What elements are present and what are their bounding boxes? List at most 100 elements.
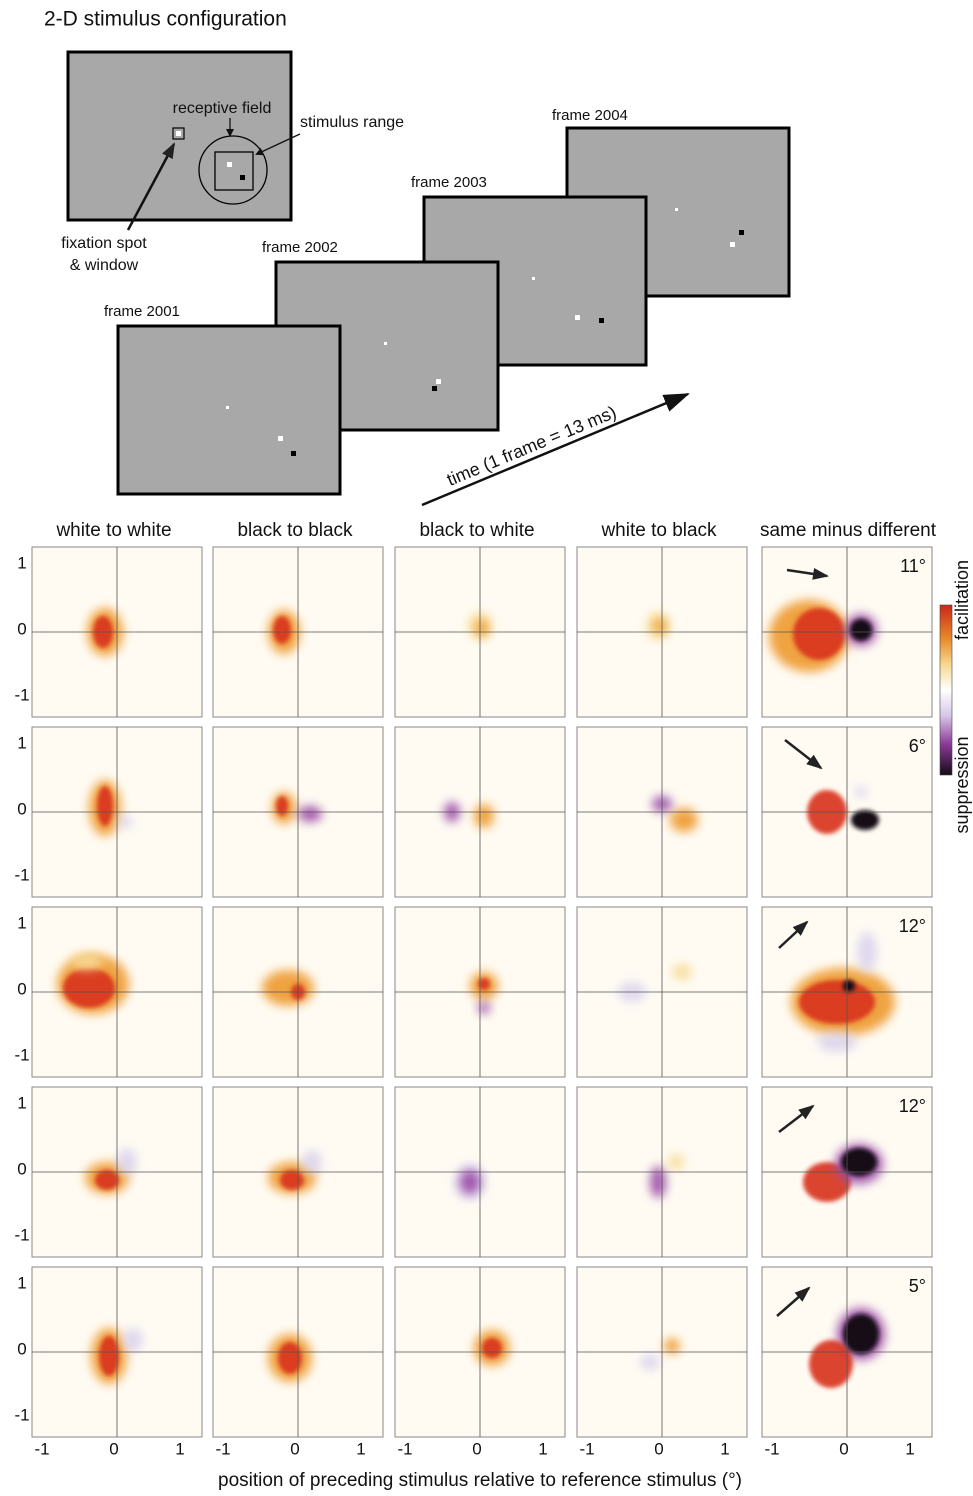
- response-blob: [843, 980, 855, 992]
- x-tick-label: 1: [538, 1439, 547, 1458]
- fixation-spot: [532, 277, 535, 280]
- x-axis-label: position of preceding stimulus relative …: [218, 1470, 742, 1491]
- response-map: [646, 612, 670, 640]
- direction-angle: 12°: [899, 916, 926, 936]
- response-blob: [95, 1170, 119, 1190]
- y-tick-label: 0: [17, 1339, 26, 1358]
- direction-arrow: [786, 567, 829, 580]
- response-map: [57, 954, 129, 1014]
- response-blob: [793, 608, 845, 660]
- y-tick-label: -1: [14, 1225, 29, 1244]
- figure-title: 2-D stimulus configuration: [44, 8, 287, 31]
- response-blob: [476, 620, 488, 636]
- frame-label: frame 2004: [552, 107, 628, 124]
- x-tick-label: -1: [397, 1439, 412, 1458]
- black-stimulus: [599, 318, 604, 323]
- response-blob: [99, 1336, 119, 1376]
- y-tick-label: 1: [17, 913, 26, 932]
- frame-label: frame 2003: [411, 174, 487, 191]
- response-blob: [478, 978, 490, 990]
- direction-arrow: [778, 920, 809, 949]
- y-tick-label: 1: [17, 1093, 26, 1112]
- direction-arrow: [776, 1286, 811, 1317]
- response-blob: [855, 786, 867, 798]
- label-stimulus-range: stimulus range: [300, 114, 404, 131]
- response-blob: [474, 804, 494, 828]
- direction-arrow: [784, 739, 823, 770]
- response-blob: [71, 954, 103, 970]
- x-tick-label: -1: [215, 1439, 230, 1458]
- response-blob: [857, 932, 877, 972]
- y-tick-label: 1: [17, 553, 26, 572]
- x-tick-label: -1: [579, 1439, 594, 1458]
- response-blob: [262, 970, 314, 1006]
- x-tick-label: 1: [905, 1439, 914, 1458]
- pointer: [255, 133, 301, 156]
- label-fixation: fixation spot: [61, 235, 147, 252]
- response-blob: [809, 1340, 853, 1388]
- response-blob: [117, 1148, 137, 1176]
- response-blob: [664, 1338, 680, 1354]
- direction-angle: 12°: [899, 1096, 926, 1116]
- fixation-window: [172, 127, 185, 140]
- fixation-spot: [226, 406, 229, 409]
- x-tick-label: -1: [34, 1439, 49, 1458]
- y-tick-label: 0: [17, 619, 26, 638]
- column-header: black to white: [419, 520, 534, 541]
- response-blob: [117, 816, 133, 828]
- response-blob: [298, 806, 322, 822]
- x-tick-label: 1: [175, 1439, 184, 1458]
- response-blob: [817, 1032, 857, 1052]
- response-blob: [850, 619, 872, 641]
- response-map: [85, 1148, 137, 1194]
- label-fixation: & window: [70, 257, 139, 274]
- fixation-spot: [176, 131, 181, 136]
- y-tick-label: 0: [17, 799, 26, 818]
- response-map: [474, 1330, 510, 1366]
- y-tick-label: 1: [17, 733, 26, 752]
- y-tick-label: -1: [14, 685, 29, 704]
- response-blob: [482, 1338, 502, 1358]
- black-stimulus: [240, 175, 245, 180]
- response-blob: [280, 1170, 304, 1190]
- y-tick-label: -1: [14, 1045, 29, 1064]
- response-blob: [670, 808, 698, 832]
- response-blob: [273, 616, 291, 644]
- response-blob: [63, 968, 115, 1008]
- direction-angle: 6°: [909, 736, 926, 756]
- column-header: white to white: [55, 520, 171, 541]
- response-map: [791, 932, 895, 1052]
- response-map: [268, 1334, 312, 1382]
- white-stimulus: [575, 315, 580, 320]
- response-map: [640, 1338, 680, 1370]
- pointer: [126, 142, 176, 231]
- colorbar-bottom-label: suppression: [952, 736, 972, 833]
- response-blob: [672, 964, 692, 980]
- white-stimulus: [436, 379, 441, 384]
- column-header: black to black: [237, 520, 353, 541]
- response-map: [272, 792, 322, 824]
- black-stimulus: [432, 386, 437, 391]
- x-tick-label: 0: [839, 1439, 848, 1458]
- direction-angle: 5°: [909, 1276, 926, 1296]
- response-blob: [799, 980, 875, 1024]
- y-tick-label: -1: [14, 865, 29, 884]
- white-stimulus: [227, 162, 232, 167]
- response-blob: [123, 1328, 143, 1352]
- colorbar: [939, 604, 953, 776]
- response-map: [652, 796, 698, 832]
- y-tick-label: 1: [17, 1273, 26, 1292]
- fixation-spot: [675, 208, 678, 211]
- response-map: [262, 970, 314, 1006]
- stimulus-range: [214, 151, 254, 191]
- black-stimulus: [291, 451, 296, 456]
- white-stimulus: [730, 242, 735, 247]
- response-blob: [640, 1354, 660, 1370]
- response-blob: [460, 1170, 480, 1194]
- fixation-spot: [384, 342, 387, 345]
- response-blob: [302, 1150, 322, 1174]
- direction-angle: 11°: [900, 556, 926, 576]
- response-map: [769, 600, 877, 672]
- response-blob: [843, 1314, 879, 1354]
- black-stimulus: [739, 230, 744, 235]
